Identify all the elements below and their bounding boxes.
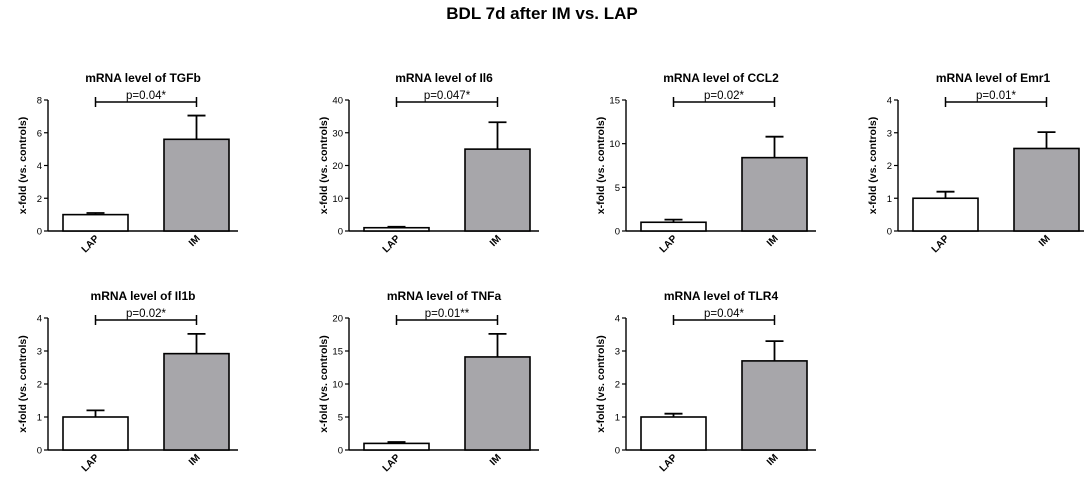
- significance-label: p=0.047*: [424, 90, 471, 102]
- category-label: LAP: [930, 233, 952, 255]
- bar-im: [741, 360, 808, 451]
- chart-title: mRNA level of TNFa: [387, 289, 502, 303]
- y-tick-label: 2: [615, 380, 620, 391]
- y-tick-label: 30: [332, 128, 343, 139]
- category-label: LAP: [658, 233, 680, 255]
- chart-title: mRNA level of TLR4: [664, 289, 779, 303]
- bar-im: [163, 352, 230, 451]
- chart-title: mRNA level of Emr1: [936, 71, 1051, 85]
- y-axis-label: x-fold (vs. controls): [17, 117, 29, 214]
- y-tick-label: 10: [609, 139, 620, 150]
- bar-lap: [62, 416, 129, 451]
- bar-im: [464, 148, 531, 232]
- bar-lap: [363, 442, 430, 451]
- y-tick-label: 2: [37, 194, 42, 205]
- category-label: LAP: [381, 452, 403, 474]
- significance-label: p=0.02*: [704, 90, 744, 102]
- category-label: IM: [765, 233, 781, 249]
- y-tick-label: 3: [37, 347, 42, 358]
- bar-chart-6: mRNA level of TNFa x-fold (vs. controls) 0…: [318, 289, 539, 474]
- y-tick-label: 0: [37, 446, 42, 457]
- y-tick-label: 10: [332, 380, 343, 391]
- category-label: LAP: [658, 452, 680, 474]
- bar-im: [163, 138, 230, 232]
- y-tick-label: 0: [887, 227, 892, 238]
- bar-lap: [640, 221, 707, 232]
- chart-title: mRNA level of Il6: [395, 71, 493, 85]
- bar-chart-4: mRNA level of Emr1 x-fold (vs. controls) 0…: [867, 71, 1084, 255]
- bar-lap: [640, 416, 707, 451]
- y-tick-label: 2: [887, 161, 892, 172]
- y-tick-label: 6: [37, 128, 42, 139]
- category-label: LAP: [80, 233, 102, 255]
- y-tick-label: 2: [37, 380, 42, 391]
- y-tick-label: 20: [332, 161, 343, 172]
- y-tick-label: 10: [332, 194, 343, 205]
- y-tick-label: 4: [615, 314, 620, 325]
- y-tick-label: 5: [338, 413, 343, 424]
- bar-chart-5: mRNA level of Il1b x-fold (vs. controls) 0…: [17, 289, 238, 474]
- bar-im: [464, 356, 531, 451]
- significance-label: p=0.01**: [425, 308, 470, 320]
- y-tick-label: 4: [37, 314, 42, 325]
- bar-im: [1013, 147, 1080, 232]
- y-tick-label: 1: [37, 413, 42, 424]
- y-tick-label: 15: [609, 96, 620, 107]
- y-axis-label: x-fold (vs. controls): [318, 335, 330, 432]
- category-label: IM: [187, 452, 203, 468]
- category-label: IM: [187, 233, 203, 249]
- bar-chart-7: mRNA level of TLR4 x-fold (vs. controls) 0…: [595, 289, 816, 474]
- y-tick-label: 1: [615, 413, 620, 424]
- bar-lap: [62, 213, 129, 232]
- y-tick-label: 20: [332, 314, 343, 325]
- category-label: IM: [488, 233, 504, 249]
- y-tick-label: 4: [887, 96, 892, 107]
- y-tick-label: 3: [615, 347, 620, 358]
- y-tick-label: 0: [338, 446, 343, 457]
- y-tick-label: 0: [338, 227, 343, 238]
- significance-label: p=0.01*: [976, 90, 1016, 102]
- category-label: IM: [765, 452, 781, 468]
- bar-lap: [363, 226, 430, 232]
- y-axis-label: x-fold (vs. controls): [595, 117, 607, 214]
- significance-label: p=0.02*: [126, 308, 166, 320]
- chart-title: mRNA level of TGFb: [85, 71, 201, 85]
- bar-chart-2: mRNA level of Il6 x-fold (vs. controls) 0 1…: [318, 71, 539, 255]
- y-tick-label: 0: [615, 446, 620, 457]
- bar-chart-1: mRNA level of TGFb x-fold (vs. controls) 0…: [17, 71, 238, 255]
- y-tick-label: 0: [37, 227, 42, 238]
- bar-chart-3: mRNA level of CCL2 x-fold (vs. controls) 0…: [595, 71, 816, 255]
- y-axis-label: x-fold (vs. controls): [318, 117, 330, 214]
- significance-label: p=0.04*: [704, 308, 744, 320]
- category-label: LAP: [381, 233, 403, 255]
- y-tick-label: 4: [37, 161, 42, 172]
- chart-title: mRNA level of Il1b: [91, 289, 196, 303]
- bar-im: [741, 156, 808, 232]
- y-tick-label: 40: [332, 96, 343, 107]
- y-axis-label: x-fold (vs. controls): [595, 335, 607, 432]
- y-tick-label: 15: [332, 347, 343, 358]
- y-tick-label: 3: [887, 128, 892, 139]
- y-tick-label: 0: [615, 227, 620, 238]
- y-axis-label: x-fold (vs. controls): [17, 335, 29, 432]
- y-tick-label: 1: [887, 194, 892, 205]
- category-label: IM: [488, 452, 504, 468]
- chart-title: mRNA level of CCL2: [663, 71, 779, 85]
- figure-title: BDL 7d after IM vs. LAP: [446, 4, 638, 23]
- bar-lap: [912, 197, 979, 232]
- category-label: LAP: [80, 452, 102, 474]
- significance-label: p=0.04*: [126, 90, 166, 102]
- y-tick-label: 8: [37, 96, 42, 107]
- category-label: IM: [1037, 233, 1053, 249]
- y-tick-label: 5: [615, 183, 620, 194]
- y-axis-label: x-fold (vs. controls): [867, 117, 879, 214]
